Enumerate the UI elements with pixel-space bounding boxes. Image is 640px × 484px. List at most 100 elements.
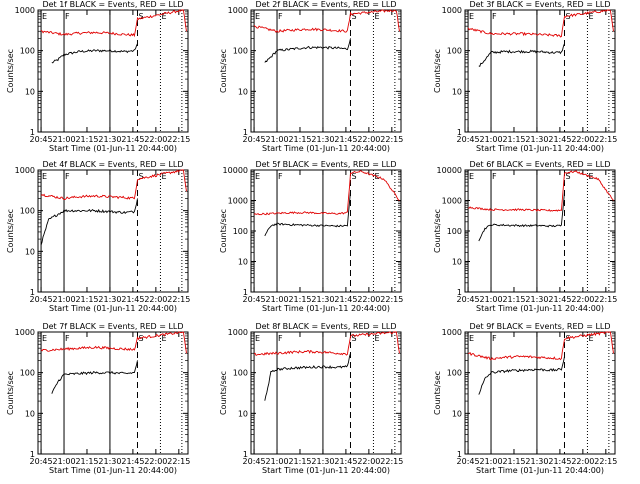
x-tick-label: 22:00 [357, 135, 380, 144]
series-lld-line [40, 9, 187, 38]
x-tick-label: 21:30 [311, 457, 334, 466]
x-tick-label: 21:00 [52, 135, 75, 144]
y-axis-label: Counts/sec [433, 209, 442, 253]
x-tick-label: 22:00 [144, 135, 167, 144]
x-axis-label: Start Time (01-Jun-11 20:44:00) [262, 466, 390, 475]
x-tick-label: 21:15 [288, 135, 311, 144]
y-tick-label: 1000 [228, 328, 248, 337]
series-events-line [478, 191, 565, 242]
x-tick-label: 22:15 [167, 295, 190, 304]
y-tick-label: 1000 [15, 6, 35, 15]
y-tick-label: 100 [447, 47, 462, 56]
y-tick-label: 10 [238, 87, 248, 96]
event-marker-label: E [469, 172, 474, 181]
chart-title: Det 3f BLACK = Events, RED = LLD [469, 0, 610, 9]
y-tick-label: 10 [25, 247, 35, 256]
event-marker-label: F [278, 334, 283, 343]
y-tick-label: 1 [243, 288, 248, 297]
x-tick-label: 21:15 [502, 135, 525, 144]
x-tick-label: 21:45 [121, 457, 144, 466]
chart-title: Det 8f BLACK = Events, RED = LLD [255, 322, 396, 331]
x-tick-label: 21:15 [288, 295, 311, 304]
x-tick-label: 21:45 [334, 457, 357, 466]
chart-panel: Det 5f BLACK = Events, RED = LLD 1 10 100 10… [219, 160, 403, 313]
event-marker-label: E [255, 334, 260, 343]
series-lld-line [253, 170, 400, 216]
x-tick-label: 21:15 [75, 135, 98, 144]
x-tick-label: 22:00 [357, 457, 380, 466]
chart-panel: Det 4f BLACK = Events, RED = LLD 1 10 100 10… [6, 160, 190, 313]
plot-frame [37, 331, 189, 455]
chart-title: Det 7f BLACK = Events, RED = LLD [42, 322, 183, 331]
x-tick-label: 21:30 [311, 135, 334, 144]
x-tick-label: 20:45 [30, 457, 53, 466]
chart-panel: Det 2f BLACK = Events, RED = LLD 1 10 100 10… [219, 0, 403, 153]
x-tick-label: 20:45 [30, 135, 53, 144]
event-marker-label: F [278, 172, 283, 181]
y-tick-label: 100 [233, 369, 248, 378]
x-tick-label: 21:45 [548, 135, 571, 144]
x-tick-label: 20:45 [457, 295, 480, 304]
x-tick-label: 21:45 [548, 457, 571, 466]
event-marker-label: E [42, 12, 47, 21]
y-tick-label: 1000 [442, 328, 462, 337]
chart-panel: Det 7f BLACK = Events, RED = LLD 1 10 100 10… [6, 322, 190, 475]
y-tick-label: 1000 [442, 197, 462, 206]
x-tick-label: 22:00 [357, 295, 380, 304]
series-events-line [40, 198, 138, 245]
y-tick-label: 1 [457, 288, 462, 297]
event-marker-label: S [351, 172, 356, 181]
x-tick-label: 21:45 [334, 295, 357, 304]
y-axis-label: Counts/sec [219, 371, 228, 415]
y-tick-label: 1 [30, 128, 35, 137]
x-tick-label: 20:45 [30, 295, 53, 304]
x-tick-label: 21:15 [502, 457, 525, 466]
series-events-line [264, 353, 351, 401]
y-tick-label: 1 [243, 128, 248, 137]
chart-panel: Det 6f BLACK = Events, RED = LLD 1 10 100 10… [433, 160, 617, 313]
x-tick-label: 21:15 [288, 457, 311, 466]
x-tick-label: 21:00 [479, 295, 502, 304]
y-tick-label: 10 [25, 409, 35, 418]
series-events-line [478, 356, 565, 395]
x-tick-label: 21:30 [525, 295, 548, 304]
y-tick-label: 100 [233, 227, 248, 236]
chart-title: Det 6f BLACK = Events, RED = LLD [469, 160, 610, 169]
x-tick-label: 21:00 [52, 295, 75, 304]
event-marker-label: S [351, 334, 356, 343]
y-tick-label: 100 [447, 369, 462, 378]
y-axis-label: Counts/sec [6, 49, 15, 93]
y-tick-label: 10 [452, 258, 462, 267]
plot-frame [250, 331, 402, 455]
x-tick-label: 20:45 [243, 295, 266, 304]
x-tick-label: 20:45 [243, 457, 266, 466]
x-tick-label: 22:00 [571, 457, 594, 466]
x-tick-label: 21:45 [121, 135, 144, 144]
x-axis-label: Start Time (01-Jun-11 20:44:00) [476, 304, 604, 313]
y-tick-label: 1 [30, 450, 35, 459]
event-marker-label: E [374, 334, 379, 343]
x-tick-label: 22:15 [167, 135, 190, 144]
event-marker-label: F [65, 334, 70, 343]
y-tick-label: 1 [30, 288, 35, 297]
event-marker-label: S [138, 172, 143, 181]
series-events-line [51, 360, 138, 394]
x-axis-label: Start Time (01-Jun-11 20:44:00) [262, 144, 390, 153]
x-tick-label: 21:45 [121, 295, 144, 304]
event-marker-label: E [255, 172, 260, 181]
x-tick-label: 21:15 [75, 295, 98, 304]
event-marker-label: E [42, 172, 47, 181]
event-marker-label: E [255, 12, 260, 21]
y-axis-label: Counts/sec [219, 209, 228, 253]
plot-frame [37, 169, 189, 293]
y-tick-label: 1 [457, 128, 462, 137]
x-tick-label: 21:00 [265, 295, 288, 304]
y-tick-label: 10 [452, 409, 462, 418]
x-tick-label: 21:00 [265, 135, 288, 144]
x-axis-label: Start Time (01-Jun-11 20:44:00) [49, 304, 177, 313]
event-marker-label: F [492, 172, 497, 181]
x-tick-label: 22:15 [380, 135, 403, 144]
series-events-line [51, 43, 138, 64]
x-tick-label: 21:15 [502, 295, 525, 304]
y-tick-label: 100 [447, 227, 462, 236]
